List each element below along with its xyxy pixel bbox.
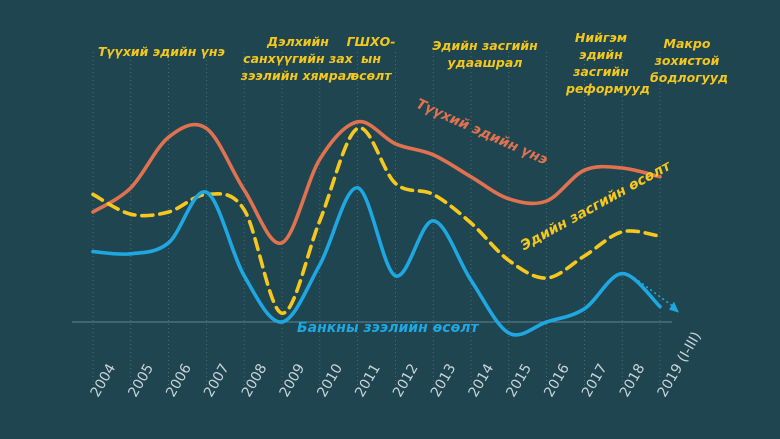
x-tick-label: 2010 xyxy=(314,361,346,400)
annotation-economic-slowdown: Эдийн засгийн удаашрал xyxy=(432,38,538,70)
x-tick-label: 2012 xyxy=(390,361,422,400)
annotation-commodity-prices: Түүхий эдийн үнэ xyxy=(98,44,225,59)
trend-arrow-line xyxy=(633,276,677,310)
x-tick-label: 2019 (I-III) xyxy=(655,329,705,400)
x-tick-label: 2004 xyxy=(88,361,120,400)
x-tick-label: 2005 xyxy=(125,361,157,400)
series-label-bank-credit-growth: Банкны зээлийн өсөлт xyxy=(297,320,479,336)
x-tick-label: 2008 xyxy=(239,361,271,400)
annotation-socio-economic-reforms: Нийгэм эдийн засгийн реформууд xyxy=(566,30,650,96)
x-tick-label: 2007 xyxy=(201,361,233,400)
annotation-fdi-growth: ГШХО-ын өсөлт xyxy=(346,34,396,83)
x-tick-label: 2015 xyxy=(503,361,535,400)
x-tick-label: 2014 xyxy=(466,361,498,400)
trend-arrow-head xyxy=(669,301,679,313)
x-tick-label: 2017 xyxy=(579,361,611,400)
annotation-macroprudential-policies: Макро зохистой бодлогууд xyxy=(650,36,729,85)
series-line-bank-credit-growth xyxy=(91,186,662,337)
x-tick-label: 2006 xyxy=(163,361,195,400)
annotation-financial-crisis: Дэлхийн санхүүгийн зах зээлийн хямрал xyxy=(240,34,356,83)
x-tick-label: 2009 xyxy=(277,361,309,400)
x-tick-label: 2011 xyxy=(352,361,384,400)
x-tick-label: 2018 xyxy=(617,361,649,400)
series-line-commodity-prices xyxy=(91,119,662,245)
x-tick-label: 2016 xyxy=(541,361,573,400)
x-tick-label: 2013 xyxy=(428,361,460,400)
